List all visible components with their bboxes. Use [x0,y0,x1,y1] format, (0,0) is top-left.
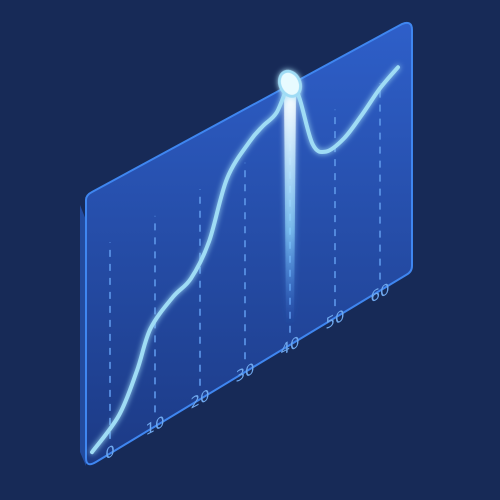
highlight-beam [284,87,296,325]
peak-highlight [284,87,296,325]
panel-face [85,21,413,466]
chart-panel [80,21,413,466]
series-line-0 [90,65,400,455]
panel-side-edge [80,205,86,466]
peak-marker [277,69,303,98]
series-layer [90,65,400,455]
x-tick-label-0: 0 [105,441,115,464]
